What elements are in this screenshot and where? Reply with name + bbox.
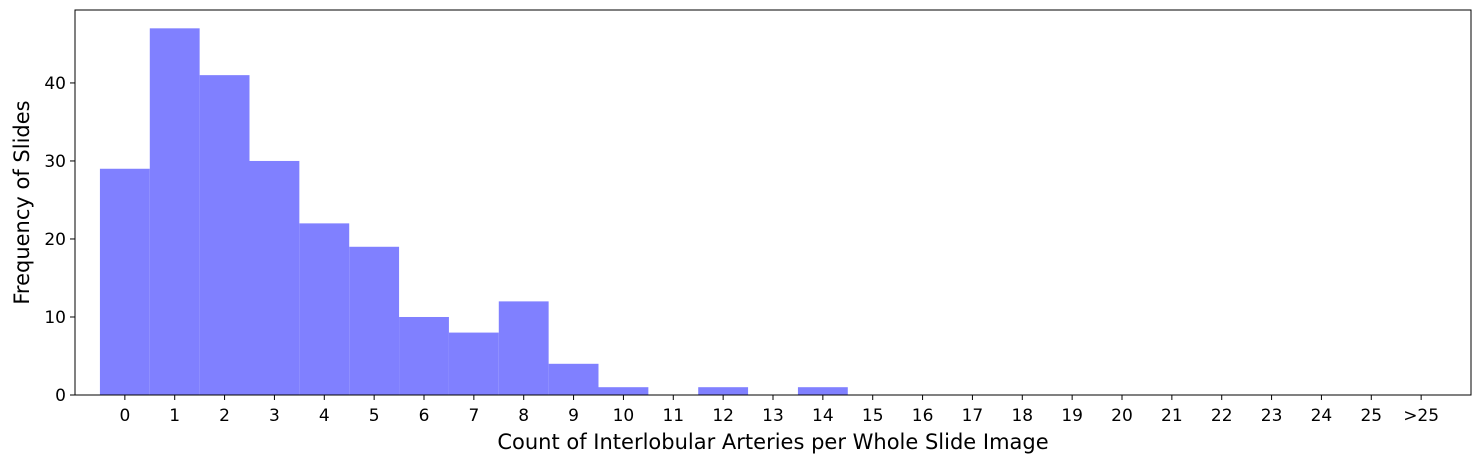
bar-12 [698, 387, 749, 395]
bars-group [99, 28, 848, 395]
x-tick-label: 13 [762, 406, 784, 426]
y-tick-label: 10 [44, 308, 66, 328]
x-tick-label: 5 [369, 406, 380, 426]
y-tick-label: 0 [55, 386, 66, 406]
x-tick-label: 16 [912, 406, 934, 426]
x-tick-label: 10 [613, 406, 635, 426]
bar-4 [299, 223, 350, 395]
x-tick-label: 11 [662, 406, 684, 426]
x-tick-label: 3 [269, 406, 280, 426]
x-axis-label: Count of Interlobular Arteries per Whole… [497, 430, 1048, 454]
x-tick-label: 8 [518, 406, 529, 426]
x-tick-label: >25 [1403, 406, 1439, 426]
bar-3 [249, 160, 300, 395]
x-tick-label: 20 [1111, 406, 1133, 426]
x-tick-label: 21 [1161, 406, 1183, 426]
y-tick-label: 40 [44, 74, 66, 94]
x-ticks-group: 0 1 2 3 4 5 6 7 8 9 10 11 12 13 14 15 16 17 18 19 20 21 22 23 24… [119, 395, 1439, 426]
x-tick-label: 19 [1061, 406, 1083, 426]
bar-9 [548, 363, 599, 395]
bar-6 [399, 316, 449, 395]
x-tick-label: 18 [1011, 406, 1033, 426]
x-tick-label: 9 [568, 406, 579, 426]
bar-2 [199, 75, 250, 395]
bar-0 [99, 168, 150, 395]
bar-5 [349, 246, 400, 395]
bar-1 [149, 28, 200, 395]
bar-10 [598, 387, 649, 395]
x-tick-label: 1 [169, 406, 180, 426]
bar-7 [448, 332, 499, 395]
x-tick-label: 0 [119, 406, 130, 426]
x-tick-label: 25 [1360, 406, 1382, 426]
x-tick-label: 23 [1261, 406, 1283, 426]
y-axis-label: Frequency of Slides [10, 100, 34, 304]
x-tick-label: 7 [468, 406, 479, 426]
x-tick-label: 12 [712, 406, 734, 426]
x-tick-label: 17 [962, 406, 984, 426]
x-tick-label: 2 [219, 406, 230, 426]
x-tick-label: 15 [862, 406, 884, 426]
x-tick-label: 14 [812, 406, 834, 426]
x-tick-label: 6 [419, 406, 430, 426]
x-tick-label: 22 [1211, 406, 1233, 426]
y-ticks-group: 0 10 20 30 40 [44, 74, 75, 406]
x-tick-label: 4 [319, 406, 330, 426]
bar-8 [498, 301, 549, 395]
bar-14 [797, 387, 848, 395]
y-tick-label: 20 [44, 230, 66, 250]
x-tick-label: 24 [1311, 406, 1333, 426]
y-tick-label: 30 [44, 152, 66, 172]
